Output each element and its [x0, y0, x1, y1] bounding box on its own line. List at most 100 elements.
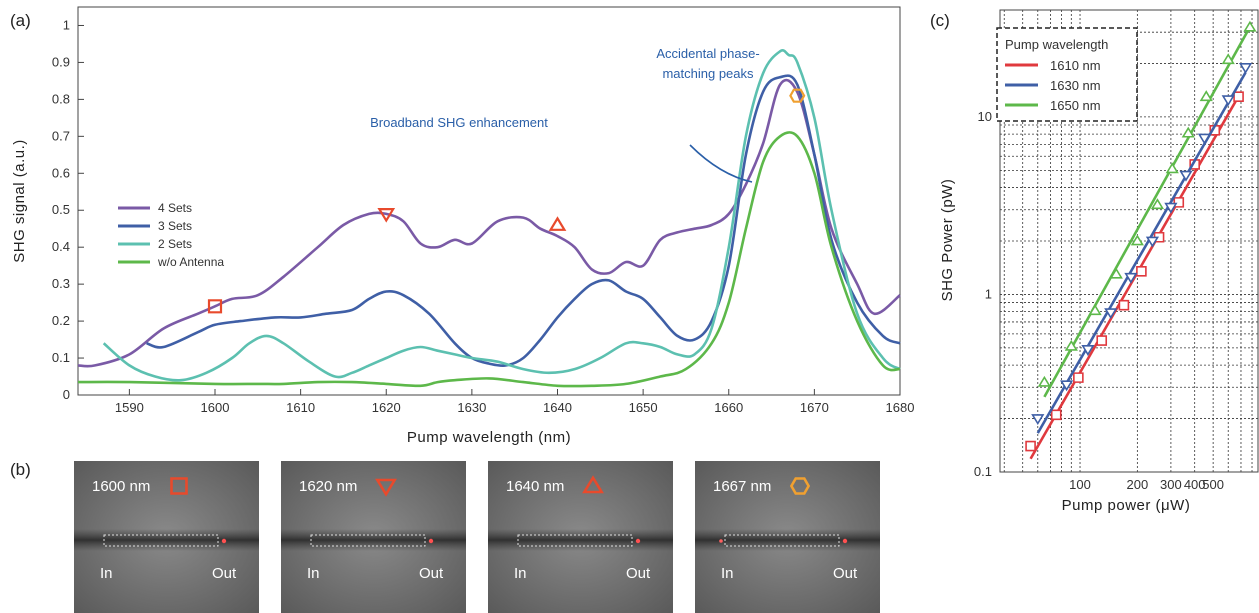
- x-tick-label: 1650: [629, 400, 658, 415]
- photo-marker-square: [170, 477, 188, 495]
- point-square: [1233, 91, 1244, 102]
- point-triangle-down: [1031, 414, 1045, 426]
- chart-c-legend-title: Pump wavelength: [1005, 37, 1108, 52]
- waveguide-band: [488, 529, 673, 551]
- chart-a-markers: [207, 88, 806, 314]
- legend-label-1: 3 Sets: [158, 219, 192, 233]
- annotation-broadband: Broadband SHG enhancement: [370, 115, 548, 130]
- photo-wavelength-label: 1640 nm: [506, 478, 564, 495]
- chart-c-series: [1025, 20, 1257, 460]
- antenna-outline: [517, 534, 633, 547]
- c-x-tick-label: 200: [1127, 477, 1149, 492]
- shg-spot-in: [719, 539, 723, 543]
- series-line-2: [102, 49, 901, 382]
- y-tick-label: 0.1: [52, 350, 70, 365]
- x-tick-label: 1600: [201, 400, 230, 415]
- point-triangle-up: [1088, 304, 1102, 316]
- chart-c-ylabel: SHG Power (pW): [939, 179, 956, 302]
- antenna-outline: [310, 534, 426, 547]
- shg-spot: [635, 538, 641, 544]
- point-square: [1118, 299, 1130, 311]
- y-tick-label: 0.9: [52, 54, 70, 69]
- c-y-tick-label: 10: [978, 109, 992, 124]
- x-tick-label: 1680: [886, 400, 915, 415]
- fit-line-2: [1043, 26, 1252, 398]
- panel-label-c: (c): [930, 11, 950, 30]
- x-tick-label: 1630: [457, 400, 486, 415]
- c-legend-label-1: 1630 nm: [1050, 78, 1101, 93]
- antenna-outline: [724, 534, 840, 547]
- photo-wavelength-label: 1600 nm: [92, 478, 150, 495]
- photo-in-label: In: [514, 565, 527, 582]
- waveguide-band: [281, 529, 466, 551]
- chart-a-ylabel: SHG signal (a.u.): [11, 139, 28, 263]
- c-x-tick-label: 400: [1184, 477, 1206, 492]
- photo-panel-0: 1600 nm In Out: [74, 461, 259, 613]
- y-tick-label: 0.4: [52, 239, 70, 254]
- waveguide-band: [74, 529, 259, 551]
- chart-c-legend: Pump wavelength 1610 nm 1630 nm 1650 nm: [996, 27, 1138, 122]
- point-square: [1136, 266, 1147, 277]
- y-tick-label: 0.7: [52, 128, 70, 143]
- point-square: [1096, 335, 1108, 346]
- antenna-outline: [103, 534, 219, 547]
- chart-a-lines: [77, 49, 901, 388]
- point-triangle-down: [1179, 170, 1193, 182]
- point-triangle-up: [1037, 375, 1051, 387]
- photo-out-label: Out: [212, 565, 237, 582]
- point-square: [1073, 372, 1084, 383]
- point-triangle-down: [1104, 308, 1118, 320]
- annotation-phase-line2: matching peaks: [662, 66, 754, 81]
- point-triangle-up: [1243, 20, 1257, 32]
- series-line-0: [77, 78, 901, 368]
- point-triangle-down: [1059, 380, 1074, 392]
- c-x-tick-label: 500: [1202, 477, 1224, 492]
- x-tick-label: 1640: [543, 400, 572, 415]
- fit-line-1: [1036, 71, 1247, 434]
- point-triangle-down: [1221, 95, 1235, 107]
- photo-panel-2: 1640 nm In Out: [488, 461, 673, 613]
- point-square: [1050, 409, 1062, 421]
- point-triangle-up: [1199, 90, 1213, 102]
- photo-out-label: Out: [419, 565, 444, 582]
- x-tick-label: 1670: [800, 400, 829, 415]
- photo-marker-triangle-up: [582, 475, 604, 494]
- point-triangle-up: [1109, 267, 1123, 279]
- y-tick-label: 0.3: [52, 276, 70, 291]
- photo-panel-1: 1620 nm In Out: [281, 461, 466, 613]
- photo-in-label: In: [100, 565, 113, 582]
- shg-spot: [428, 538, 434, 544]
- chart-a-ticks: 1590 1600 1610 1620 1630 1640 1650 1660 1670 1680…: [52, 17, 915, 415]
- point-triangle-down: [1238, 63, 1253, 74]
- c-legend-label-2: 1650 nm: [1050, 98, 1101, 113]
- y-tick-label: 0.2: [52, 313, 70, 328]
- y-tick-label: 0.6: [52, 165, 70, 180]
- legend-label-3: w/o Antenna: [157, 255, 224, 269]
- legend-label-2: 2 Sets: [158, 237, 192, 251]
- chart-a-legend: 4 Sets 3 Sets 2 Sets w/o Antenna: [118, 201, 224, 269]
- c-y-tick-label: 0.1: [974, 464, 992, 479]
- shg-spot: [221, 538, 227, 544]
- chart-a: 1590 1600 1610 1620 1630 1640 1650 1660 1670 1680…: [11, 6, 915, 446]
- legend-label-0: 4 Sets: [158, 201, 192, 215]
- x-tick-label: 1620: [372, 400, 401, 415]
- marker-triangle-down: [377, 208, 396, 223]
- panel-label-a: (a): [10, 11, 31, 30]
- y-tick-label: 0.5: [52, 202, 70, 217]
- photo-panel-3: 1667 nm In Out: [695, 461, 880, 613]
- marker-hexagon: [789, 88, 806, 103]
- point-triangle-up: [1130, 234, 1144, 246]
- photo-wavelength-label: 1620 nm: [299, 478, 357, 495]
- shg-spot: [842, 538, 848, 544]
- photo-marker-hexagon: [789, 477, 811, 495]
- point-triangle-up: [1181, 126, 1195, 138]
- series-line-1: [146, 74, 901, 368]
- photo-in-label: In: [721, 565, 734, 582]
- waveguide-band: [695, 529, 880, 551]
- photo-out-label: Out: [626, 565, 651, 582]
- c-x-tick-label: 100: [1069, 477, 1091, 492]
- c-x-tick-label: 300: [1160, 477, 1182, 492]
- c-y-tick-label: 1: [985, 286, 992, 301]
